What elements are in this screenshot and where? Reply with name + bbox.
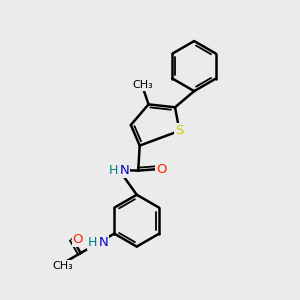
Text: S: S <box>175 124 184 137</box>
Text: O: O <box>157 163 167 176</box>
Text: H: H <box>109 164 119 176</box>
Text: CH₃: CH₃ <box>52 261 73 271</box>
Text: H: H <box>88 236 97 249</box>
Text: CH₃: CH₃ <box>132 80 153 90</box>
Text: N: N <box>98 236 108 249</box>
Text: N: N <box>119 164 129 176</box>
Text: O: O <box>73 232 83 245</box>
